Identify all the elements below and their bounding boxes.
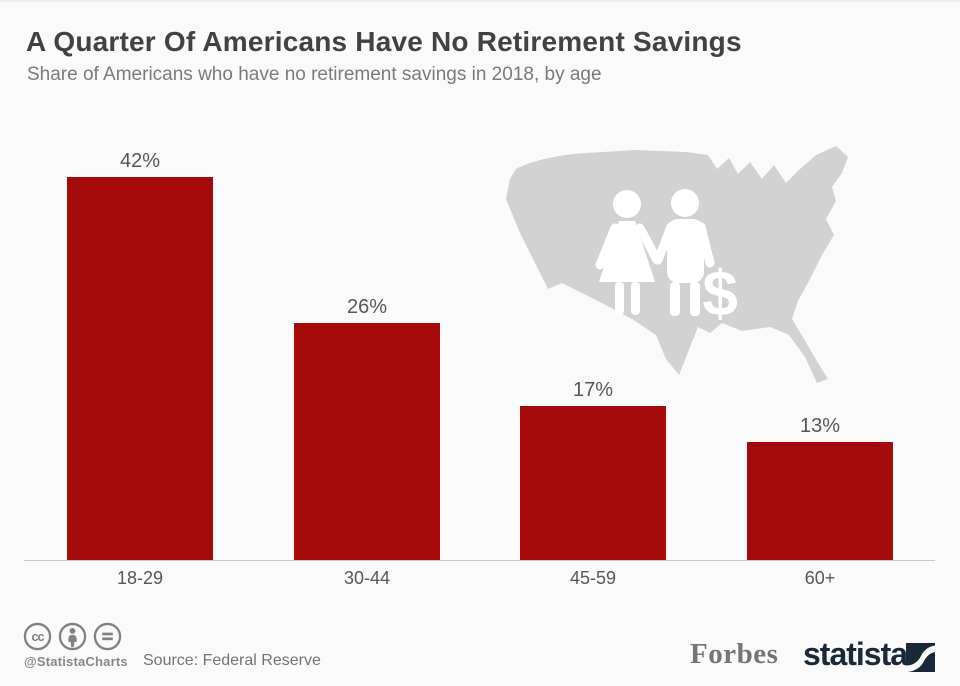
license-icons: cc <box>23 622 122 651</box>
bar-value-label: 13% <box>799 415 841 437</box>
x-axis-line <box>24 560 935 561</box>
x-tick-label-45-59: 45-59 <box>569 568 617 588</box>
dollar-sign-icon: $ <box>702 257 738 329</box>
statista-wordmark: statista <box>803 636 908 672</box>
x-tick-label-60plus: 60+ <box>804 568 836 588</box>
svg-text:cc: cc <box>31 630 44 644</box>
man-icon <box>653 189 715 316</box>
bar-45-59 <box>520 406 666 561</box>
bar-30-44 <box>294 323 440 561</box>
bar-18-29 <box>67 177 213 561</box>
no-derivatives-icon <box>93 622 122 651</box>
attribution-icon <box>58 622 87 651</box>
statista-charts-handle: @StatistaCharts <box>24 654 128 669</box>
usa-map-silhouette: $ <box>506 146 848 383</box>
page-title: A Quarter Of Americans Have No Retiremen… <box>26 26 742 57</box>
bar-60plus <box>747 442 893 561</box>
page-subtitle: Share of Americans who have no retiremen… <box>27 64 602 85</box>
source-text: Source: Federal Reserve <box>143 652 321 669</box>
statista-logo-icon <box>906 643 935 672</box>
bar-value-label: 26% <box>346 296 388 318</box>
bar-group-60plus: 13% <box>747 415 893 561</box>
bar-group-45-59: 17% <box>520 379 666 561</box>
cc-icon: cc <box>23 622 52 651</box>
bar-group-18-29: 42% <box>67 150 213 561</box>
usa-map-illustration: $ <box>486 143 882 389</box>
woman-icon <box>595 190 662 315</box>
bar-value-label: 42% <box>119 150 161 172</box>
x-tick-label-30-44: 30-44 <box>343 568 391 588</box>
bar-group-30-44: 26% <box>294 296 440 561</box>
bar-value-label: 17% <box>572 379 614 401</box>
forbes-logo: Forbes <box>690 638 779 670</box>
x-tick-label-18-29: 18-29 <box>116 568 164 588</box>
